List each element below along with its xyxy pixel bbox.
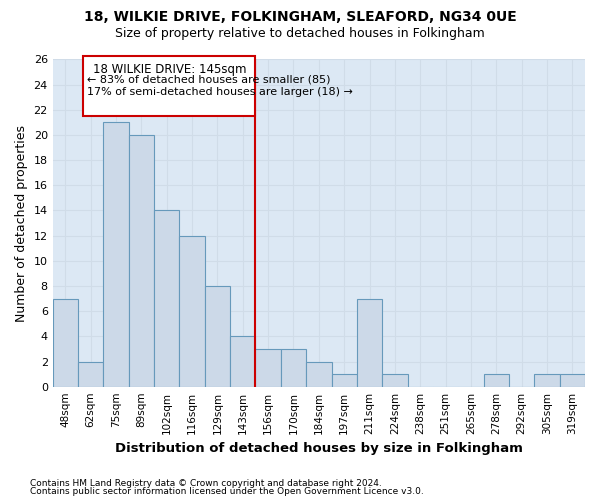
Y-axis label: Number of detached properties: Number of detached properties [15,124,28,322]
Bar [484,374,509,386]
Text: Contains HM Land Registry data © Crown copyright and database right 2024.: Contains HM Land Registry data © Crown c… [30,478,382,488]
Text: 18 WILKIE DRIVE: 145sqm: 18 WILKIE DRIVE: 145sqm [92,63,246,76]
Bar [53,298,78,386]
Bar [256,349,281,387]
Text: ← 83% of detached houses are smaller (85): ← 83% of detached houses are smaller (85… [87,74,331,85]
Bar [230,336,256,386]
Bar [382,374,407,386]
Text: 18, WILKIE DRIVE, FOLKINGHAM, SLEAFORD, NG34 0UE: 18, WILKIE DRIVE, FOLKINGHAM, SLEAFORD, … [83,10,517,24]
Bar [332,374,357,386]
Bar [560,374,585,386]
Bar [357,298,382,386]
Text: Contains public sector information licensed under the Open Government Licence v3: Contains public sector information licen… [30,487,424,496]
Text: Size of property relative to detached houses in Folkingham: Size of property relative to detached ho… [115,28,485,40]
X-axis label: Distribution of detached houses by size in Folkingham: Distribution of detached houses by size … [115,442,523,455]
Bar [281,349,306,387]
Text: 17% of semi-detached houses are larger (18) →: 17% of semi-detached houses are larger (… [87,87,353,97]
Bar [535,374,560,386]
Bar [154,210,179,386]
Bar [306,362,332,386]
Bar [78,362,103,386]
Bar [129,135,154,386]
Bar [205,286,230,386]
Bar [103,122,129,386]
Bar [179,236,205,386]
Bar [83,56,256,116]
